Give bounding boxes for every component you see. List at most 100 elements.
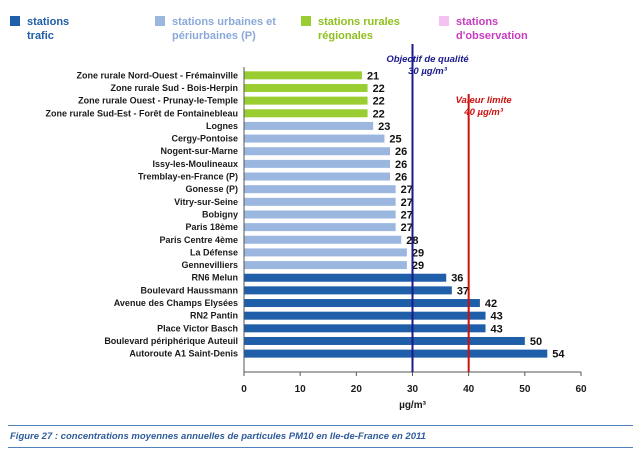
bars: Zone rurale Nord-Ouest - Frémainville 21 Z…: [45, 70, 565, 360]
value-label-18: 42: [485, 298, 497, 310]
bar-22: [244, 349, 548, 358]
legend-label-trafic: stations: [27, 16, 69, 28]
bar-12: [244, 223, 396, 232]
legend-swatch-observation: [439, 16, 449, 26]
legend-label-rurales: stations rurales: [318, 16, 400, 28]
reference-label-30: Objectif de qualité: [386, 54, 469, 65]
legend: stations trafic stations urbaines et périur…: [10, 16, 528, 42]
bar-4: [244, 121, 374, 130]
reference-label-40: 40 µg/m³: [463, 107, 504, 118]
value-label-10: 27: [401, 197, 413, 209]
category-label-6: Nogent-sur-Marne: [160, 146, 238, 156]
value-label-16: 36: [451, 273, 463, 285]
category-label-10: Vitry-sur-Seine: [174, 197, 238, 207]
value-label-2: 22: [373, 96, 385, 108]
reference-label-30: 30 µg/m³: [408, 66, 448, 77]
x-tick-label-40: 40: [463, 384, 475, 395]
x-tick-label-30: 30: [407, 384, 419, 395]
pm10-bar-chart: stations trafic stations urbaines et périur…: [10, 16, 587, 411]
value-label-5: 25: [389, 134, 401, 146]
reference-label-40: Valeur limite: [456, 95, 513, 106]
category-label-15: Gennevilliers: [181, 260, 238, 270]
value-label-12: 27: [401, 222, 413, 234]
bar-0: [244, 71, 362, 80]
value-label-7: 26: [395, 159, 407, 171]
value-label-11: 27: [401, 209, 413, 221]
legend-label-trafic: trafic: [27, 30, 54, 42]
legend-swatch-trafic: [10, 16, 20, 26]
x-tick-label-10: 10: [295, 384, 307, 395]
category-label-14: La Défense: [190, 247, 238, 257]
legend-label-urbaines: périurbaines (P): [172, 30, 256, 42]
caption-top-rule: [8, 425, 633, 426]
bar-19: [244, 311, 486, 320]
x-tick-label-0: 0: [241, 384, 247, 395]
bar-2: [244, 96, 368, 105]
bar-14: [244, 248, 407, 257]
bar-21: [244, 336, 525, 345]
value-label-0: 21: [367, 70, 379, 82]
x-axis-title: µg/m³: [399, 400, 427, 411]
category-label-20: Place Victor Basch: [157, 323, 238, 333]
bar-13: [244, 235, 402, 244]
legend-label-urbaines: stations urbaines et: [172, 16, 276, 28]
legend-swatch-urbaines: [155, 16, 165, 26]
bar-20: [244, 324, 486, 333]
category-label-0: Zone rurale Nord-Ouest - Frémainville: [76, 70, 238, 80]
x-axis: 0 10 20 30 40 50 60 µg/m³: [241, 67, 587, 411]
value-label-17: 37: [457, 285, 469, 297]
category-label-2: Zone rurale Ouest - Prunay-le-Temple: [78, 96, 238, 106]
category-label-11: Bobigny: [202, 209, 238, 219]
value-label-8: 26: [395, 172, 407, 184]
category-label-19: RN2 Pantin: [190, 311, 238, 321]
bar-3: [244, 109, 368, 118]
category-label-1: Zone rurale Sud - Bois-Herpin: [110, 83, 238, 93]
bar-17: [244, 286, 452, 295]
category-label-13: Paris Centre 4ème: [159, 235, 238, 245]
value-label-21: 50: [530, 336, 542, 348]
category-label-4: Lognes: [206, 121, 238, 131]
value-label-20: 43: [491, 323, 503, 335]
bar-9: [244, 185, 396, 194]
bar-16: [244, 273, 447, 282]
bar-10: [244, 197, 396, 206]
bar-11: [244, 210, 396, 219]
value-label-15: 29: [412, 260, 424, 272]
category-label-18: Avenue des Champs Elysées: [114, 298, 238, 308]
x-tick-label-60: 60: [575, 384, 587, 395]
value-label-9: 27: [401, 184, 413, 196]
category-label-3: Zone rurale Sud-Est - Forêt de Fontaineb…: [45, 108, 238, 118]
category-label-16: RN6 Melun: [191, 273, 238, 283]
legend-label-observation: stations: [456, 16, 498, 28]
category-label-5: Cergy-Pontoise: [171, 134, 238, 144]
bar-1: [244, 83, 368, 92]
legend-label-observation: d'observation: [456, 30, 528, 42]
value-label-4: 23: [378, 121, 390, 133]
category-label-8: Tremblay-en-France (P): [138, 172, 238, 182]
category-label-12: Paris 18ème: [185, 222, 238, 232]
category-label-21: Boulevard périphérique Auteuil: [104, 336, 238, 346]
value-label-14: 29: [412, 247, 424, 259]
value-label-22: 54: [552, 349, 565, 361]
bar-18: [244, 299, 480, 308]
legend-label-rurales: régionales: [318, 30, 373, 42]
category-label-17: Boulevard Haussmann: [140, 285, 238, 295]
bar-5: [244, 134, 385, 143]
value-label-6: 26: [395, 146, 407, 158]
x-tick-label-50: 50: [519, 384, 531, 395]
x-tick-label-20: 20: [351, 384, 363, 395]
value-label-3: 22: [373, 108, 385, 120]
bar-15: [244, 261, 407, 270]
bar-7: [244, 159, 391, 168]
legend-swatch-rurales: [301, 16, 311, 26]
value-label-1: 22: [373, 83, 385, 95]
category-label-7: Issy-les-Moulineaux: [152, 159, 238, 169]
caption-bottom-rule: [8, 447, 633, 448]
category-label-9: Gonesse (P): [185, 184, 238, 194]
value-label-19: 43: [491, 311, 503, 323]
bar-6: [244, 147, 391, 156]
figure-caption: Figure 27 : concentrations moyennes annu…: [10, 431, 426, 442]
category-label-22: Autoroute A1 Saint-Denis: [129, 349, 238, 359]
bar-8: [244, 172, 391, 181]
